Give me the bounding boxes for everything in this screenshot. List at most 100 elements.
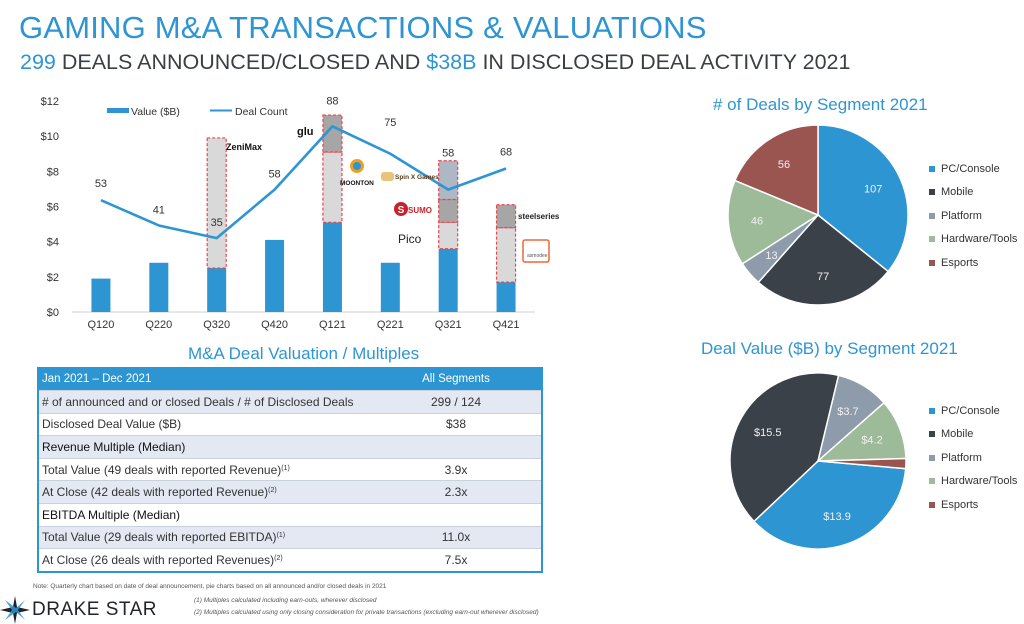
deal-count-line bbox=[100, 125, 507, 240]
value-bar bbox=[91, 278, 111, 312]
x-tick-label: Q220 bbox=[145, 319, 172, 331]
table-row-label: Total Value (29 deals with reported EBIT… bbox=[42, 530, 286, 545]
value-by-segment-pie: $13.9 $15.5 $3.7 $4.2 bbox=[729, 372, 907, 550]
value-pie-title: Deal Value ($B) by Segment 2021 bbox=[701, 339, 958, 358]
page-title: GAMING M&A TRANSACTIONS & VALUATIONS bbox=[19, 10, 707, 45]
pie-slice-pc-console bbox=[817, 124, 909, 273]
legend-swatch bbox=[929, 189, 935, 196]
legend-label: Mobile bbox=[941, 186, 974, 199]
pie-data-label: $3.7 bbox=[837, 406, 858, 418]
x-tick-label: Q420 bbox=[261, 319, 288, 331]
legend-label: Mobile bbox=[941, 428, 974, 441]
table-row: # of announced and or closed Deals / # o… bbox=[39, 390, 541, 413]
value-bar bbox=[496, 282, 516, 312]
table-row-value: 2.3x bbox=[444, 485, 468, 500]
legend-label: Esports bbox=[941, 498, 979, 511]
y-tick-label: $8 bbox=[47, 166, 59, 178]
legend-swatch bbox=[929, 212, 935, 219]
table-row-value: 11.0x bbox=[441, 530, 471, 545]
legend-item: Esports bbox=[929, 493, 1017, 517]
footnote-ref: (1) bbox=[276, 532, 286, 540]
pie-slice-pc-console bbox=[752, 460, 907, 550]
x-tick-label: Q121 bbox=[319, 319, 346, 331]
footnote-2: (2) Multiples calculated using only clos… bbox=[194, 609, 539, 616]
y-tick-label: $6 bbox=[47, 202, 59, 214]
table-section-row: EBITDA Multiple (Median) bbox=[39, 502, 541, 526]
legend-swatch bbox=[929, 501, 935, 508]
pie-slice-mobile bbox=[757, 213, 890, 306]
deal-segment-zenimax bbox=[206, 137, 227, 269]
x-tick-label: Q221 bbox=[377, 319, 404, 331]
legend-value-label: Value ($B) bbox=[131, 106, 180, 118]
pie-data-label: 13 bbox=[765, 250, 777, 262]
asmodee-logo: asmodee bbox=[527, 253, 548, 259]
deals-pie-title: # of Deals by Segment 2021 bbox=[713, 95, 928, 114]
legend-item: Esports bbox=[929, 251, 1017, 275]
steelseries-logo: steelseries bbox=[518, 212, 560, 221]
deal-count-label: 58 bbox=[442, 148, 454, 160]
table-row-value: $38 bbox=[445, 417, 467, 432]
legend-item: Hardware/Tools bbox=[929, 228, 1017, 252]
table-section-row: Revenue Multiple (Median) bbox=[39, 435, 541, 458]
legend-swatch bbox=[929, 478, 935, 485]
table-row: Disclosed Deal Value ($B) $38 bbox=[39, 412, 541, 436]
pico-logo: Pico bbox=[398, 232, 422, 246]
y-tick-label: $0 bbox=[47, 307, 59, 319]
table-row-label: EBITDA Multiple (Median) bbox=[42, 507, 181, 522]
x-tick-label: Q421 bbox=[493, 319, 520, 331]
page-subtitle: 299 DEALS ANNOUNCED/CLOSED AND $38B IN D… bbox=[20, 50, 850, 75]
value-bar bbox=[149, 262, 169, 312]
footnote-ref: (2) bbox=[274, 554, 283, 562]
value-pie-legend: PC/Console Mobile Platform Hardware/Tools Es… bbox=[929, 399, 1017, 517]
pie-slice-mobile bbox=[729, 372, 840, 523]
pie-slice-esports bbox=[733, 124, 819, 217]
legend-item: Mobile bbox=[929, 181, 1017, 205]
deal-segment-steelseries bbox=[495, 204, 517, 229]
table-row-label: At Close (26 deals with reported Revenue… bbox=[42, 552, 283, 567]
legend-label: Platform bbox=[941, 209, 982, 222]
deal-segment-asmodee bbox=[495, 227, 517, 283]
legend-item: Hardware/Tools bbox=[929, 470, 1017, 494]
table-row-label: Revenue Multiple (Median) bbox=[42, 439, 186, 454]
legend-label: Platform bbox=[941, 451, 982, 464]
pie-slice-hardware-tools bbox=[727, 179, 820, 265]
legend-label: PC/Console bbox=[941, 404, 1000, 417]
table-row: Total Value (29 deals with reported EBIT… bbox=[39, 525, 541, 549]
table-row-label: Total Value (49 deals with reported Reve… bbox=[42, 462, 290, 477]
legend-item: Platform bbox=[929, 446, 1017, 470]
table-row-label: # of announced and or closed Deals / # o… bbox=[42, 394, 354, 409]
deal-segment-pico bbox=[438, 221, 459, 250]
glu-logo: glu bbox=[297, 126, 314, 138]
drake-star-logo: DRAKE STAR bbox=[0, 596, 157, 624]
subtitle-text-2: IN DISCLOSED DEAL ACTIVITY 2021 bbox=[476, 50, 851, 74]
legend-count-label: Deal Count bbox=[235, 106, 288, 118]
quarterly-bar-line-chart: $0 $2 $4 $6 $8 $10 $12 Q120 Q220 Q320 Q420 Q121 Q221… bbox=[41, 95, 560, 331]
footnote-note: Note: Quarterly chart based on date of d… bbox=[33, 583, 387, 590]
x-tick-label: Q320 bbox=[203, 319, 230, 331]
deal-count-label: 88 bbox=[326, 95, 338, 107]
deal-segment-spin bbox=[438, 160, 459, 201]
deal-segment-moonton bbox=[322, 151, 343, 223]
legend-label: Hardware/Tools bbox=[941, 475, 1018, 488]
table-row-value: 3.9x bbox=[444, 462, 468, 477]
sumo-logo-glyph: S bbox=[398, 205, 405, 216]
table-row-value: 7.5x bbox=[444, 552, 468, 567]
pie-data-label: 56 bbox=[778, 159, 790, 171]
table-header-row: Jan 2021 – Dec 2021 All Segments bbox=[39, 367, 541, 390]
deal-count-label: 58 bbox=[268, 169, 280, 181]
pie-data-label: 46 bbox=[751, 215, 763, 227]
pie-data-label: $15.5 bbox=[754, 427, 782, 439]
spin-logo-icon bbox=[381, 172, 394, 181]
deals-by-segment-pie: 107 77 13 46 56 bbox=[727, 124, 909, 306]
deal-count-label: 68 bbox=[500, 147, 512, 159]
moonton-logo: MOONTON bbox=[340, 180, 374, 187]
deal-count-label: 35 bbox=[211, 217, 223, 229]
pie-data-label: $4.2 bbox=[861, 435, 882, 447]
y-tick-label: $12 bbox=[41, 96, 59, 108]
legend-item: Platform bbox=[929, 204, 1017, 228]
deals-pie-legend: PC/Console Mobile Platform Hardware/Tools Es… bbox=[929, 157, 1017, 275]
value-bar bbox=[322, 222, 342, 312]
table-row-label: Disclosed Deal Value ($B) bbox=[42, 417, 182, 432]
legend-swatch bbox=[929, 165, 935, 172]
y-tick-label: $10 bbox=[41, 131, 59, 143]
